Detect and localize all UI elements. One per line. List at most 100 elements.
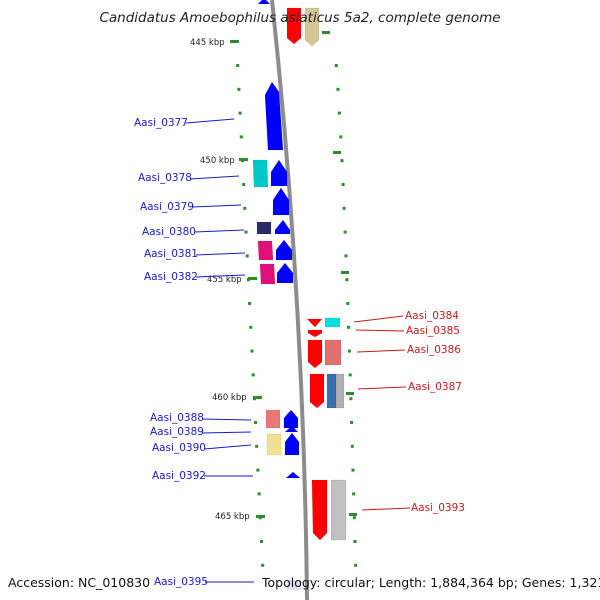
tick-mark-465 — [256, 515, 265, 518]
tick-dot-right — [339, 135, 343, 139]
tick-label-460: 460 kbp — [212, 393, 247, 403]
gene-label-aasi-0378[interactable]: Aasi_0378 — [138, 172, 192, 184]
right-leader-lines — [353, 315, 411, 511]
tick-dot-right — [353, 540, 357, 543]
gene-label-aasi-0380[interactable]: Aasi_0380 — [142, 226, 196, 238]
tick-dot-left — [255, 444, 259, 448]
gene-arrow-aasi-0392 — [285, 471, 301, 479]
gene-arrow-aasi-0377 — [264, 81, 284, 151]
gene-arrow-aasi-0386 — [324, 339, 342, 366]
tick-dot-right — [337, 111, 341, 115]
tick-dot-left — [256, 468, 260, 472]
gene-arrow — [275, 239, 293, 261]
scale-ticks: 445 kbp 450 kbp 455 kbp 460 kbp 465 kbp — [190, 31, 357, 522]
genome-backbone — [270, 0, 309, 600]
gene-arrow-faint — [287, 580, 301, 590]
left-gene-labels: Aasi_0377 Aasi_0378 Aasi_0379 Aasi_0380 … — [134, 117, 208, 588]
gene-arrow-aasi-0387-left — [309, 373, 325, 409]
gene-label-aasi-0392[interactable]: Aasi_0392 — [152, 470, 206, 482]
tick-label-450: 450 kbp — [200, 156, 235, 166]
tick-dot-left — [260, 540, 263, 543]
tick-dot-left — [237, 87, 241, 91]
gene-label-aasi-0382[interactable]: Aasi_0382 — [144, 271, 198, 283]
tick-dot-right — [346, 302, 350, 305]
tick-dot-left — [242, 183, 246, 186]
gene-arrow-aasi-0393 — [330, 479, 347, 541]
gene-label-aasi-0385[interactable]: Aasi_0385 — [406, 325, 460, 337]
gene-label-aasi-0389[interactable]: Aasi_0389 — [150, 426, 204, 438]
tick-mark-450 — [239, 158, 248, 161]
tick-dot-left — [238, 111, 242, 115]
left-leader-lines — [185, 118, 254, 583]
leader-line — [193, 229, 245, 233]
tick-dot-left — [250, 349, 254, 353]
gene-arrow-aasi-0382 — [259, 263, 276, 285]
leader-line — [191, 204, 242, 208]
gene-arrow — [304, 7, 320, 47]
tick-mark-445 — [230, 40, 239, 43]
tick-label-445: 445 kbp — [190, 38, 225, 48]
tick-dot-left — [254, 421, 258, 424]
tick-dot-right — [351, 468, 355, 472]
gene-label-aasi-0381[interactable]: Aasi_0381 — [144, 248, 198, 260]
gene-arrow-aasi-0379 — [272, 187, 290, 216]
tick-dot-left — [239, 135, 243, 139]
gene-arrow-aasi-0380 — [256, 221, 272, 235]
gene-label-aasi-0388[interactable]: Aasi_0388 — [150, 412, 204, 424]
leader-line — [201, 431, 252, 434]
leader-line — [353, 315, 404, 323]
gene-arrow — [274, 219, 291, 235]
gene-arrow — [283, 409, 299, 429]
gene-label-aasi-0384[interactable]: Aasi_0384 — [405, 310, 459, 322]
tick-mark-right-1 — [322, 31, 330, 34]
gene-arrow — [284, 432, 300, 456]
tick-dot-right — [352, 492, 356, 496]
gene-arrow-top-edge — [258, 0, 270, 4]
tick-dot-left — [257, 492, 261, 496]
leader-line — [356, 349, 406, 353]
tick-dot-right — [345, 278, 349, 282]
gene-label-aasi-0387[interactable]: Aasi_0387 — [408, 381, 462, 393]
tick-mark-right-3 — [341, 271, 349, 274]
leader-line — [195, 274, 246, 278]
gene-label-aasi-0395[interactable]: Aasi_0395 — [154, 576, 208, 588]
gene-label-aasi-0379[interactable]: Aasi_0379 — [140, 201, 194, 213]
leader-line — [185, 118, 235, 124]
tick-dot-left — [251, 373, 255, 377]
gene-arrow — [307, 329, 323, 338]
tick-mark-right-5 — [349, 513, 357, 516]
tick-dot-left — [244, 230, 248, 234]
leader-line — [195, 252, 246, 256]
gene-arrows — [252, 7, 347, 541]
tick-dot-right — [354, 563, 358, 567]
gene-label-aasi-0390[interactable]: Aasi_0390 — [152, 442, 206, 454]
tick-dot-right — [347, 325, 351, 329]
right-gene-labels: Aasi_0384 Aasi_0385 Aasi_0386 Aasi_0387 … — [405, 310, 465, 514]
tick-dot-right — [344, 254, 348, 258]
tick-dot-left — [243, 206, 247, 210]
gene-arrow — [286, 7, 302, 45]
gene-arrow-aasi-0387 — [335, 373, 345, 409]
tick-label-455: 455 kbp — [207, 275, 242, 285]
tick-mark-460 — [253, 396, 262, 399]
tick-dot-right — [348, 373, 352, 377]
tick-dot-right — [350, 421, 354, 424]
tick-dot-right — [334, 64, 338, 67]
gene-arrow-aasi-0386-left — [307, 339, 323, 369]
tick-label-465: 465 kbp — [215, 512, 250, 522]
gene-arrow-aasi-0388 — [265, 409, 281, 429]
tick-mark-right-4 — [346, 392, 354, 395]
leader-line — [203, 444, 252, 450]
tick-dot-right — [342, 206, 346, 210]
page-title: Candidatus Amoebophilus asiaticus 5a2, c… — [99, 10, 501, 26]
leader-line — [355, 329, 405, 332]
gene-label-aasi-0393[interactable]: Aasi_0393 — [411, 502, 465, 514]
tick-dot-right — [352, 516, 356, 520]
gene-arrow-aasi-0387-mid — [326, 373, 337, 409]
gene-label-aasi-0386[interactable]: Aasi_0386 — [407, 344, 461, 356]
gene-arrow-aasi-0385 — [306, 318, 323, 328]
gene-label-aasi-0377[interactable]: Aasi_0377 — [134, 117, 188, 129]
tick-mark-455 — [248, 277, 257, 280]
tick-dot-left — [261, 563, 265, 567]
